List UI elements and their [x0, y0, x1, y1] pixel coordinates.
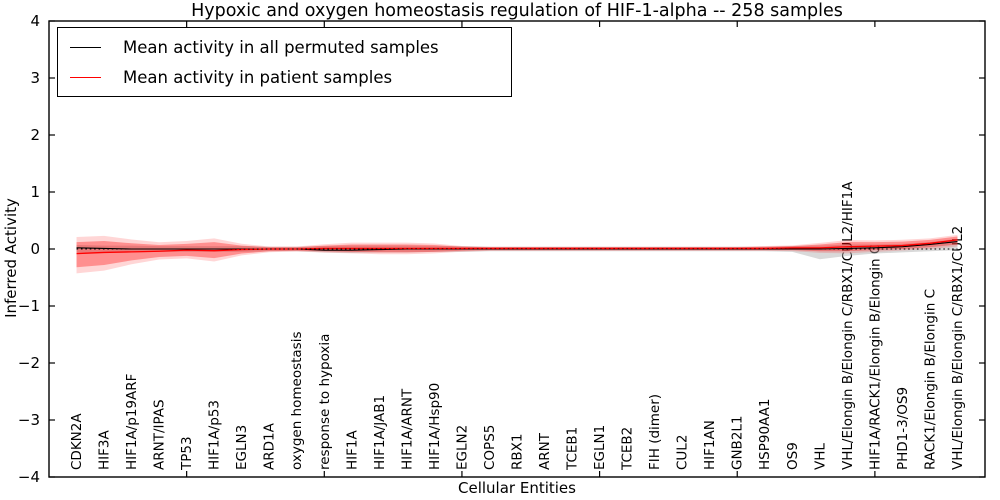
x-tick-label: HIF1A/p53 [207, 400, 223, 470]
x-tick-label: TCEB1 [565, 427, 581, 471]
x-tick-label: response to hypoxia [317, 334, 333, 470]
x-tick-label: VHL/Elongin B/Elongin C/RBX1/CUL2 [950, 226, 966, 470]
x-tick-label: VHL [812, 443, 828, 470]
x-tick-label: HIF1A/p19ARF [124, 374, 140, 470]
x-tick-label: ARNT/IPAS [152, 399, 168, 470]
x-tick-label: HIF1A/RACK1/Elongin B/Elongin C [867, 245, 883, 470]
x-tick-label: HIF1A [344, 430, 360, 470]
legend-item-patient: Mean activity in patient samples [70, 62, 499, 92]
x-tick-label: CDKN2A [69, 413, 85, 470]
x-tick-label: VHL/Elongin B/Elongin C/RBX1/CUL2/HIF1A [840, 181, 856, 470]
x-tick-label: HIF1A/Hsp90 [427, 383, 443, 470]
y-tick-label: −2 [18, 354, 40, 372]
x-tick-label: COPS5 [482, 425, 498, 470]
x-tick-label: OS9 [785, 442, 801, 470]
x-tick-label: HIF1AN [702, 420, 718, 470]
x-axis-label: Cellular Entities [458, 479, 576, 497]
x-tick-label: HIF1A/JAB1 [372, 395, 388, 470]
x-tick-label: EGLN3 [234, 425, 250, 470]
y-tick-label: 3 [30, 69, 40, 87]
y-tick-label: −1 [18, 297, 40, 315]
x-tick-label: HSP90AA1 [757, 399, 773, 470]
x-tick-label: ARNT [537, 432, 553, 470]
x-tick-label: CUL2 [675, 435, 691, 470]
patient-line-swatch [70, 76, 101, 78]
legend-label-patient: Mean activity in patient samples [123, 67, 393, 87]
y-tick-label: 1 [30, 183, 40, 201]
legend-item-permuted: Mean activity in all permuted samples [70, 32, 499, 62]
x-tick-label: RBX1 [509, 434, 525, 470]
y-axis-label: Inferred Activity [2, 198, 20, 318]
y-tick-label: 2 [30, 126, 40, 144]
x-tick-label: TP53 [179, 436, 195, 471]
x-tick-label: RACK1/Elongin B/Elongin C [922, 289, 938, 470]
legend: Mean activity in all permuted samples Me… [57, 27, 512, 97]
x-tick-label: TCEB2 [620, 427, 636, 471]
y-tick-label: −3 [18, 411, 40, 429]
x-tick-label: GNB2L1 [730, 415, 746, 470]
x-tick-label: HIF3A [97, 430, 113, 470]
y-tick-label: 4 [30, 12, 40, 30]
x-tick-label: ARD1A [262, 422, 278, 470]
x-tick-label: HIF1A/ARNT [399, 388, 415, 470]
permuted-line-swatch [70, 46, 101, 48]
x-tick-label: EGLN1 [592, 425, 608, 470]
patient-range-band [76, 236, 958, 268]
x-tick-label: EGLN2 [454, 425, 470, 470]
legend-label-permuted: Mean activity in all permuted samples [123, 37, 439, 57]
x-tick-label: oxygen homeostasis [289, 332, 305, 471]
y-tick-label: 0 [30, 240, 40, 258]
chart-title: Hypoxic and oxygen homeostasis regulatio… [191, 1, 843, 21]
patient-mean-line [76, 239, 958, 255]
x-tick-label: FIH (dimer) [647, 394, 663, 470]
y-tick-label: −4 [18, 468, 40, 486]
x-tick-label: PHD1-3/OS9 [895, 387, 911, 470]
